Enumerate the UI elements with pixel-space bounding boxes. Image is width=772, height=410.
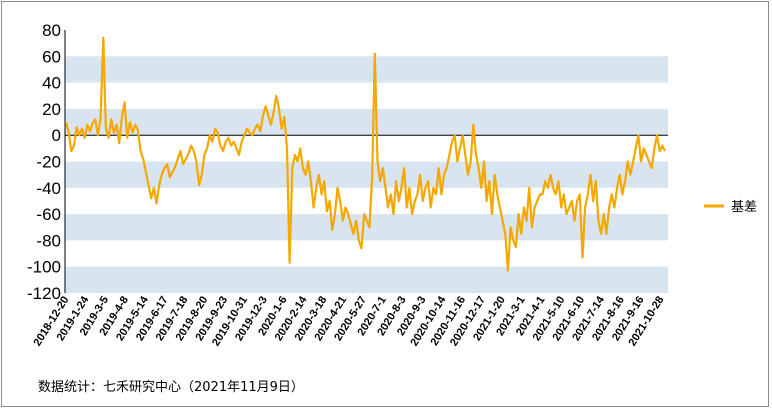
grid-bands (65, 56, 668, 293)
y-tick-label: -100 (27, 258, 61, 277)
y-tick-label: -120 (27, 284, 61, 303)
grid-band (65, 56, 668, 83)
source-note: 数据统计：七禾研究中心（2021年11月9日） (38, 380, 304, 395)
y-tick-label: 80 (42, 21, 61, 40)
grid-band (65, 108, 668, 136)
y-tick-label: -40 (36, 179, 61, 198)
x-tick-labels: 2018-12-202019-1-242019-3-52019-4-82019-… (32, 293, 667, 348)
y-tick-label: 0 (52, 126, 61, 145)
y-tick-label: -80 (36, 231, 61, 250)
grid-band (65, 266, 668, 293)
legend-label: 基差 (731, 200, 757, 215)
legend[interactable]: 基差 (704, 200, 757, 215)
y-tick-label: -60 (36, 205, 61, 224)
y-tick-label: 40 (42, 74, 61, 93)
grid-band (65, 161, 668, 188)
y-tick-label: 20 (42, 100, 61, 119)
y-tick-labels: 80 60 40 20 0 -20 -40 -60 -80 -100 -120 (27, 21, 61, 303)
y-tick-label: -20 (36, 153, 61, 172)
axes (64, 30, 668, 293)
series-group (64, 36, 666, 272)
series-line (64, 36, 666, 272)
y-tick-label: 60 (42, 47, 61, 66)
